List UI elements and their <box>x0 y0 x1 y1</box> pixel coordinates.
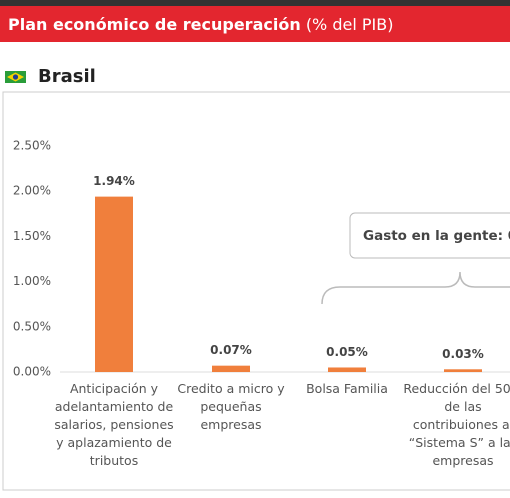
country: Brasil <box>38 66 96 87</box>
annotation-box <box>349 212 510 259</box>
title-unit: (% del PIB) <box>306 15 394 34</box>
top-bar <box>0 0 510 6</box>
y-tick-label: 0.00% <box>13 365 51 379</box>
x-tick-label: Reducción del 50% de las contribuiones a… <box>403 381 510 468</box>
y-tick-label: 1.00% <box>13 274 51 288</box>
bracket <box>321 271 510 305</box>
y-tick-label: 2.50% <box>13 139 51 153</box>
annotation: Gasto en la gente: 0. <box>363 228 510 244</box>
value-label: 0.05% <box>326 345 368 359</box>
value-label: 0.03% <box>442 347 484 361</box>
bar <box>212 365 250 372</box>
banner <box>0 6 510 42</box>
value-label: 1.94% <box>93 174 135 188</box>
flag <box>5 71 26 83</box>
y-tick-label: 2.00% <box>13 184 51 198</box>
y-tick-label: 0.50% <box>13 319 51 333</box>
x-tick-label: Anticipación y adelantamiento de salario… <box>54 381 174 468</box>
title-main: Plan económico de recuperación <box>8 15 301 34</box>
value-label: 0.07% <box>210 343 252 357</box>
chart-title: Plan económico de recuperación (% del PI… <box>8 15 393 34</box>
bar <box>444 369 482 372</box>
bar <box>328 367 366 372</box>
x-tick-label: Bolsa Familia <box>306 381 388 396</box>
x-tick-label: Credito a micro y pequeñas empresas <box>177 381 285 432</box>
panel <box>2 91 510 491</box>
bar <box>95 196 133 372</box>
y-tick-label: 1.50% <box>13 229 51 243</box>
